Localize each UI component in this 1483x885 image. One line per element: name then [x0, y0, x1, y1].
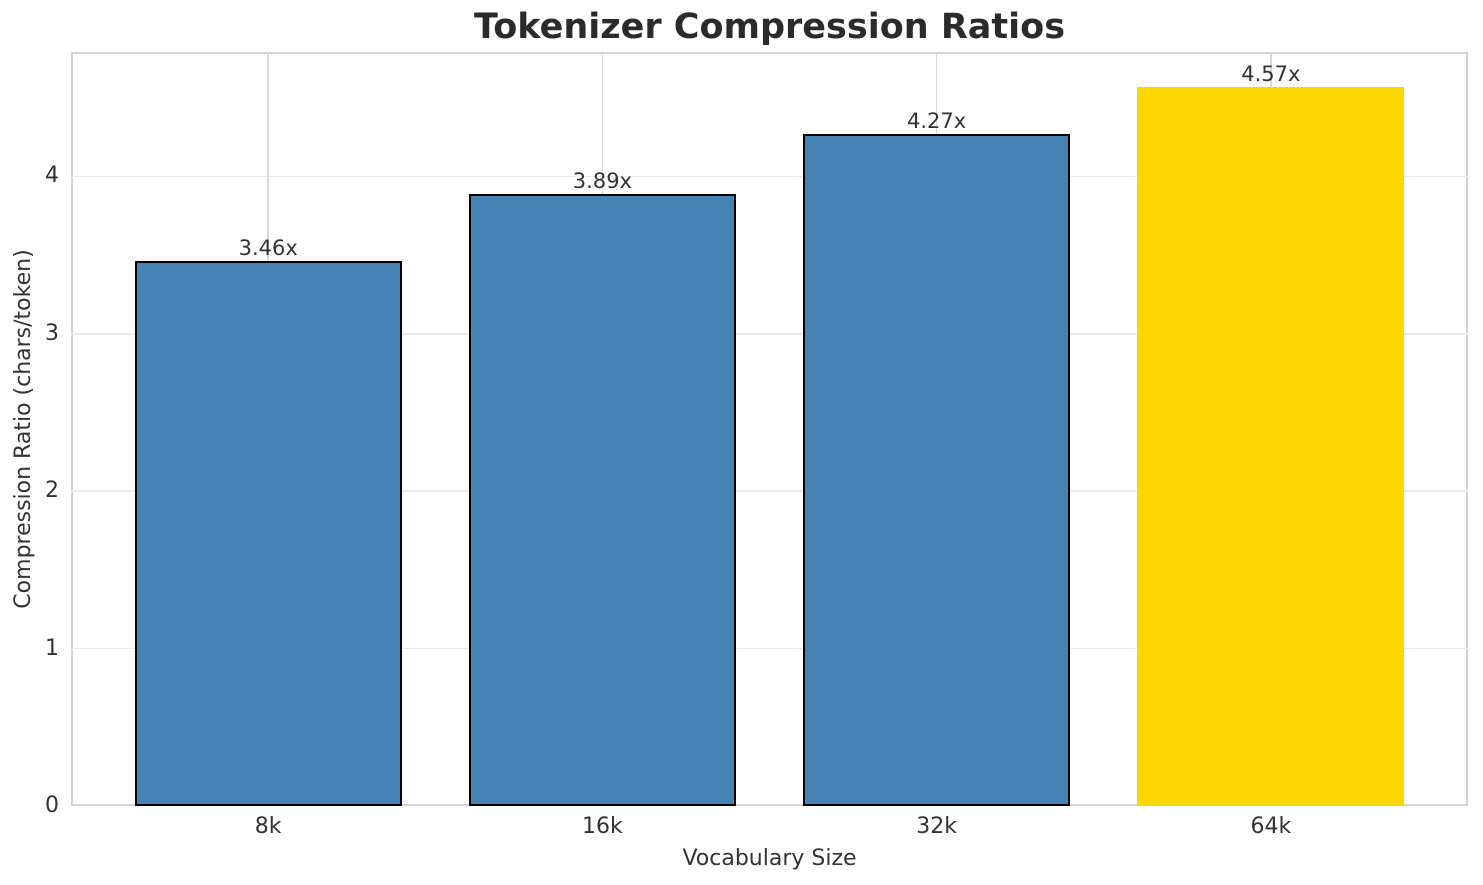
gridline-h	[71, 490, 1468, 492]
y-tick-label: 0	[45, 793, 59, 818]
plot-area	[71, 52, 1468, 806]
bar-value-label: 3.46x	[238, 236, 298, 261]
bar-8k	[134, 261, 402, 806]
bar-16k	[468, 193, 737, 806]
bar-64k	[1137, 86, 1405, 806]
bar-value-label: 4.57x	[1241, 61, 1301, 86]
x-tick-label: 32k	[916, 814, 957, 839]
chart-title: Tokenizer Compression Ratios	[473, 7, 1066, 47]
bar-value-label: 3.89x	[572, 168, 632, 193]
x-tick-label: 64k	[1250, 814, 1292, 839]
bar-value-label: 4.27x	[907, 108, 967, 133]
bar-32k	[802, 133, 1071, 806]
y-tick-label: 1	[45, 635, 59, 661]
x-axis-label: Vocabulary Size	[682, 846, 857, 871]
y-tick-label: 3	[45, 320, 59, 346]
gridline-h	[71, 333, 1468, 335]
x-tick-label: 8k	[254, 814, 282, 839]
y-tick-label: 4	[45, 163, 59, 189]
gridline-h	[71, 175, 1468, 178]
x-tick-label: 16k	[582, 814, 623, 839]
y-tick-label: 2	[45, 478, 59, 504]
gridline-h	[71, 647, 1468, 650]
